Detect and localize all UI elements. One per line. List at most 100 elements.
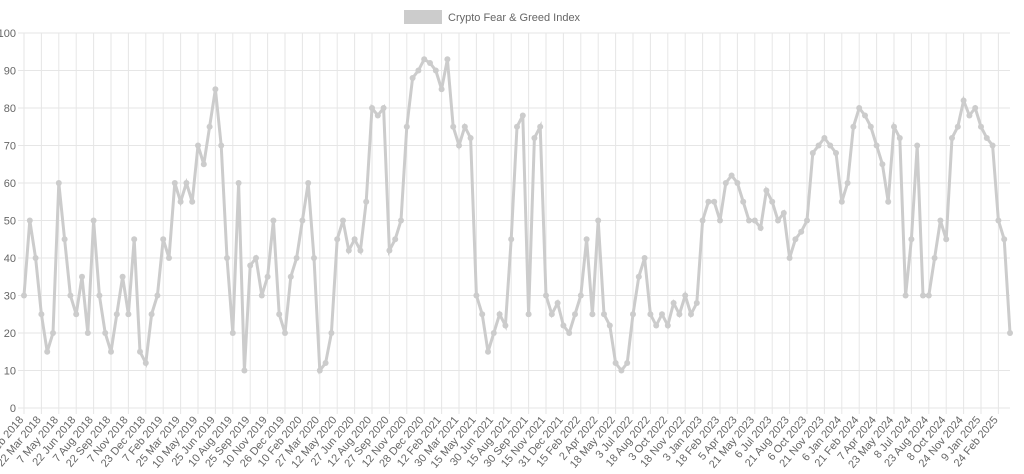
point xyxy=(798,228,805,235)
point xyxy=(809,150,816,156)
point xyxy=(630,311,636,318)
y-tick-label: 80 xyxy=(4,103,16,115)
point xyxy=(415,67,422,74)
point xyxy=(206,123,213,130)
point xyxy=(995,217,1002,224)
point xyxy=(972,105,979,111)
point xyxy=(340,217,346,224)
point xyxy=(908,236,915,243)
point xyxy=(293,255,300,261)
point xyxy=(374,112,381,119)
point xyxy=(705,198,712,205)
point xyxy=(960,97,967,104)
point xyxy=(601,311,607,318)
point xyxy=(409,75,416,81)
point xyxy=(572,311,578,318)
point xyxy=(305,180,312,186)
point xyxy=(879,161,886,168)
point xyxy=(734,180,741,186)
point xyxy=(148,311,155,318)
point xyxy=(780,210,787,216)
point xyxy=(386,247,393,254)
point xyxy=(485,348,491,355)
point xyxy=(850,123,857,130)
point xyxy=(26,217,33,224)
point xyxy=(525,311,532,318)
point xyxy=(827,142,834,149)
point xyxy=(1007,330,1013,336)
point xyxy=(757,225,764,231)
point xyxy=(380,105,387,111)
point xyxy=(125,311,132,318)
point xyxy=(102,330,109,336)
point xyxy=(966,112,973,119)
point xyxy=(44,348,51,355)
y-tick-label: 90 xyxy=(4,66,16,78)
point xyxy=(235,180,242,186)
point xyxy=(740,198,747,205)
point xyxy=(920,292,926,299)
point xyxy=(270,217,277,224)
point xyxy=(862,112,868,119)
point xyxy=(554,300,561,306)
point xyxy=(55,180,62,186)
point xyxy=(531,135,538,141)
legend-swatch xyxy=(404,10,442,24)
point xyxy=(978,123,984,130)
point xyxy=(84,330,91,336)
y-tick-label: 60 xyxy=(4,178,16,190)
point xyxy=(717,217,723,224)
point xyxy=(728,172,735,179)
point xyxy=(369,105,375,111)
point xyxy=(792,236,799,243)
point xyxy=(183,180,190,186)
point xyxy=(682,292,689,299)
point xyxy=(873,142,880,149)
point xyxy=(653,322,660,329)
point xyxy=(218,142,225,149)
point xyxy=(519,112,526,119)
point xyxy=(328,330,335,336)
point xyxy=(612,360,619,366)
point xyxy=(96,292,103,299)
point xyxy=(21,292,27,299)
point xyxy=(885,198,892,205)
point xyxy=(351,236,358,243)
point xyxy=(902,292,909,299)
point xyxy=(589,311,596,318)
point xyxy=(287,273,294,280)
point xyxy=(821,135,828,141)
point xyxy=(833,150,839,156)
point xyxy=(577,292,584,299)
point xyxy=(943,236,950,243)
point xyxy=(432,67,439,74)
y-tick-label: 10 xyxy=(4,366,16,378)
point xyxy=(722,180,729,186)
point xyxy=(108,348,114,355)
point xyxy=(473,292,480,299)
point xyxy=(334,236,341,243)
y-tick-label: 50 xyxy=(4,216,16,228)
point xyxy=(247,262,254,269)
point xyxy=(543,292,549,299)
point xyxy=(61,236,68,243)
point xyxy=(467,135,474,141)
point xyxy=(746,217,752,224)
point xyxy=(154,292,161,299)
point xyxy=(253,255,259,261)
point xyxy=(914,142,921,149)
point xyxy=(166,255,172,261)
y-tick-label: 100 xyxy=(0,28,16,40)
point xyxy=(664,322,671,329)
point xyxy=(537,123,544,130)
point xyxy=(676,311,683,318)
point xyxy=(983,135,990,141)
point xyxy=(838,198,845,205)
point xyxy=(131,236,138,243)
point xyxy=(363,198,370,205)
point xyxy=(450,123,457,130)
point xyxy=(224,255,230,261)
point xyxy=(624,360,631,366)
point xyxy=(635,273,642,280)
